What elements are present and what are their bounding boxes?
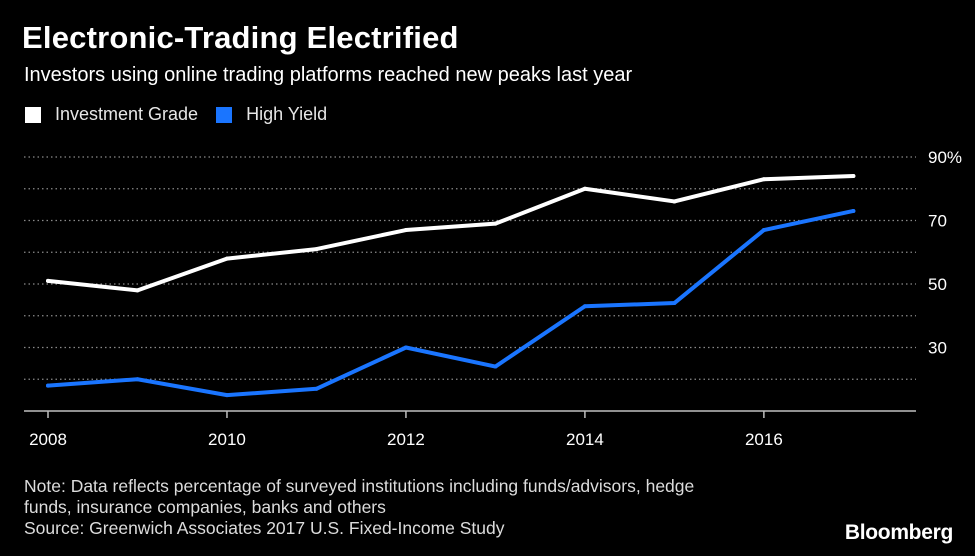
note-line-1: Note: Data reflects percentage of survey… [24,476,695,496]
data-point-investment-grade [135,288,140,293]
data-point-high-yield [672,301,677,306]
data-point-high-yield [403,345,408,350]
series-line-investment-grade [46,174,856,293]
data-point-investment-grade [403,228,408,233]
chart-note: Note: Data reflects percentage of survey… [24,476,824,539]
x-tick-label: 2008 [29,430,67,449]
chart-title: Electronic-Trading Electrified [22,20,459,55]
data-point-investment-grade [851,174,856,179]
legend-label-investment-grade: Investment Grade [55,104,199,124]
legend-swatch-high-yield [216,106,233,123]
chart-subtitle: Investors using online trading platforms… [24,64,633,86]
x-tick-label: 2016 [745,430,783,449]
data-point-investment-grade [46,278,50,283]
data-point-high-yield [493,364,498,369]
data-point-high-yield [314,386,319,391]
data-point-high-yield [46,383,50,388]
bloomberg-logo: Bloomberg [844,521,953,544]
y-tick-label: 90% [928,148,962,167]
data-point-investment-grade [493,221,498,226]
legend: Investment Grade High Yield [25,104,345,125]
x-tick-label: 2010 [208,430,246,449]
data-point-investment-grade [582,186,587,191]
legend-label-high-yield: High Yield [246,104,328,124]
source-line: Source: Greenwich Associates 2017 U.S. F… [24,518,505,538]
legend-item-investment-grade: Investment Grade [25,104,198,125]
data-point-high-yield [582,304,587,309]
legend-swatch-investment-grade [25,106,41,123]
data-point-investment-grade [224,256,229,261]
data-point-investment-grade [672,199,677,204]
legend-item-high-yield: High Yield [216,104,327,125]
data-point-high-yield [224,393,229,398]
data-point-investment-grade [314,247,319,252]
y-tick-label: 70 [928,212,947,231]
y-tick-label: 30 [928,339,947,358]
x-tick-label: 2014 [566,430,604,449]
data-point-high-yield [761,228,766,233]
y-tick-label: 50 [928,275,947,294]
data-point-high-yield [851,208,856,213]
x-tick-label: 2012 [387,430,425,449]
data-point-investment-grade [761,177,766,182]
data-point-high-yield [135,377,140,382]
series-line-high-yield [46,208,856,398]
note-line-2: funds, insurance companies, banks and ot… [24,497,386,517]
